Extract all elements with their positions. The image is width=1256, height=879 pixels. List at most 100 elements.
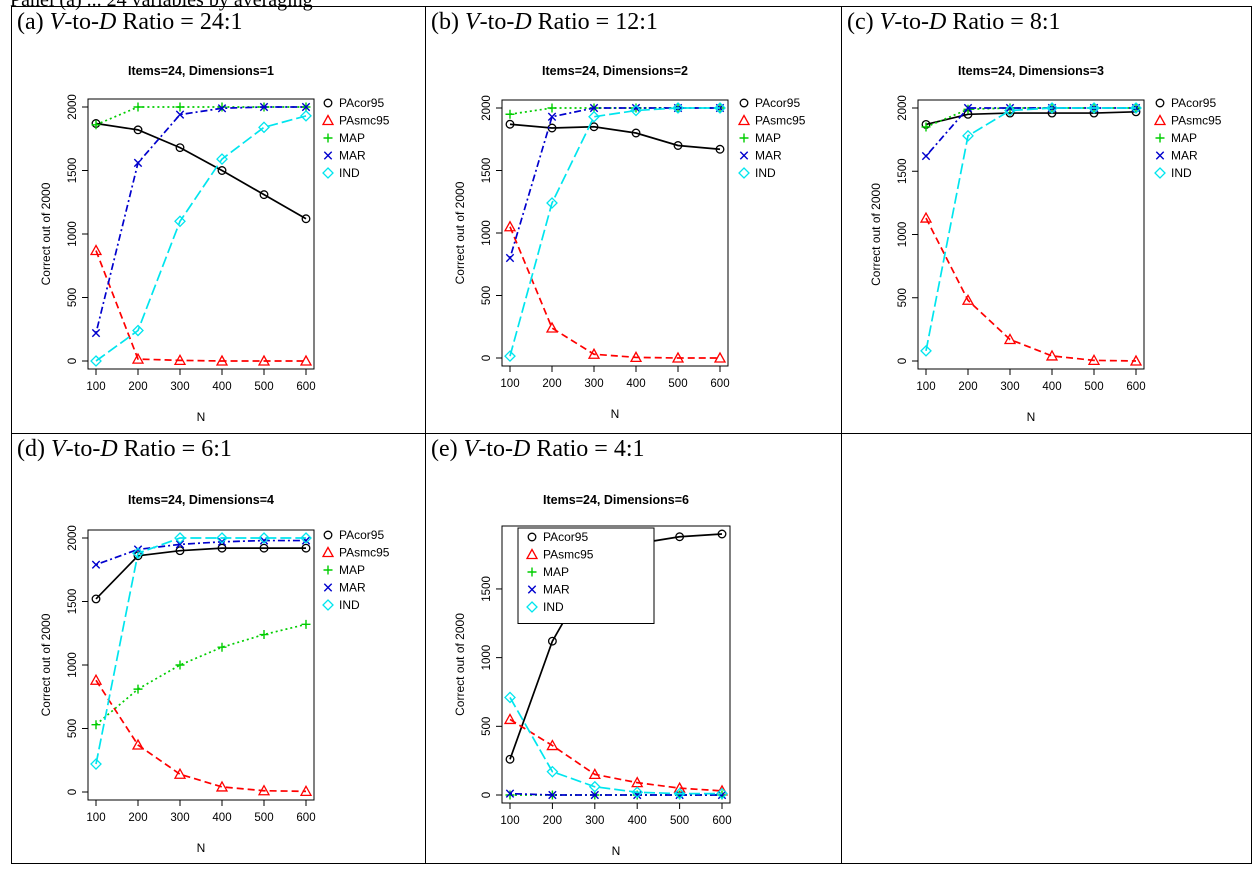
- point-pacor95: [133, 125, 143, 135]
- point-mar: [217, 537, 227, 547]
- point-ind: [132, 547, 144, 560]
- series-ind: [504, 102, 726, 363]
- point-ind: [716, 787, 728, 800]
- legend-label-pasmc95: PAsmc95: [755, 114, 806, 128]
- series-pasmc95: [503, 713, 729, 796]
- point-map: [921, 122, 931, 132]
- point-mar: [675, 790, 684, 800]
- point-ind: [588, 110, 600, 123]
- point-ind: [258, 121, 270, 134]
- point-map: [505, 790, 515, 800]
- point-pasmc95: [713, 351, 727, 363]
- legend-label-pacor95: PAcor95: [339, 96, 384, 110]
- series-ind: [90, 532, 312, 770]
- header-fragment: Panel (a) ... 24 variables by averaging: [10, 0, 313, 11]
- y-axis-label: Correct out of 2000: [869, 183, 883, 286]
- point-map: [91, 720, 101, 730]
- panel-label-c: (c) V-to-D Ratio = 8:1: [847, 9, 1061, 35]
- point-ind: [1130, 102, 1142, 114]
- cell-e: (e) V-to-D Ratio = 4:1 Items=24, Dimensi…: [425, 433, 842, 864]
- legend-marker-pacor95: [323, 98, 333, 108]
- x-tick-label: 400: [626, 378, 645, 390]
- chart-title: Items=24, Dimensions=3: [958, 64, 1104, 78]
- series-line-mar: [95, 539, 306, 566]
- point-ind: [672, 102, 684, 114]
- point-mar: [217, 104, 227, 113]
- point-pasmc95: [1045, 349, 1059, 361]
- point-pasmc95: [1087, 354, 1101, 366]
- legend-marker-map: [323, 565, 333, 575]
- legend-marker-ind: [322, 599, 334, 611]
- point-ind: [1046, 102, 1058, 114]
- y-tick-label: 500: [897, 288, 909, 307]
- point-pacor95: [301, 543, 311, 553]
- legend-label-mar: MAR: [755, 149, 782, 163]
- plot-box: [501, 99, 729, 367]
- series-pacor95: [91, 543, 311, 604]
- point-mar: [175, 540, 185, 549]
- x-tick-label: 400: [628, 815, 647, 827]
- plot-box: [87, 529, 315, 801]
- x-tick-label: 600: [1126, 381, 1145, 393]
- legend: PAcor95 PAsmc95 MAP MAR IND: [737, 96, 806, 180]
- point-ind: [630, 104, 642, 117]
- point-ind: [588, 780, 601, 793]
- x-tick-label: 100: [500, 378, 519, 390]
- legend-label-ind: IND: [339, 598, 360, 612]
- point-pacor95: [133, 551, 143, 561]
- x-tick-label: 100: [916, 381, 935, 393]
- series-line-mar: [925, 107, 1136, 157]
- y-axis-label: Correct out of 2000: [39, 613, 53, 716]
- series-line-pacor95: [925, 110, 1137, 126]
- point-pasmc95: [588, 768, 601, 780]
- x-axis-label: N: [611, 407, 620, 421]
- y-axis-label: Correct out of 2000: [453, 181, 467, 284]
- legend-marker-map: [323, 133, 333, 143]
- series-pasmc95: [89, 244, 313, 366]
- legend-label-map: MAP: [339, 131, 365, 145]
- point-pasmc95: [299, 785, 313, 797]
- y-axis-label: Correct out of 2000: [39, 182, 53, 285]
- y-tick-label: 1000: [481, 220, 493, 246]
- series-line-pasmc95: [95, 250, 306, 362]
- legend-marker-pacor95: [739, 98, 749, 108]
- legend-label-pasmc95: PAsmc95: [339, 114, 390, 128]
- point-map: [133, 684, 143, 694]
- legend-label-ind: IND: [1171, 166, 1192, 180]
- y-tick-label: 2000: [481, 95, 493, 121]
- point-ind: [90, 355, 102, 367]
- point-mar: [301, 102, 311, 112]
- panel-label-e: (e) V-to-D Ratio = 4:1: [431, 436, 645, 462]
- series-mar: [91, 536, 311, 569]
- point-map: [259, 630, 269, 640]
- legend-marker-map: [739, 133, 749, 143]
- x-tick-label: 200: [958, 381, 977, 393]
- series-mar: [505, 103, 725, 263]
- legend-marker-pacor95: [323, 530, 333, 540]
- series-pacor95: [505, 119, 725, 154]
- series-line-pasmc95: [509, 226, 720, 359]
- point-ind: [216, 532, 228, 544]
- point-pacor95: [505, 119, 515, 129]
- panel-label-d: (d) V-to-D Ratio = 6:1: [17, 436, 232, 462]
- point-pasmc95: [1003, 333, 1017, 345]
- x-tick-label: 200: [128, 812, 147, 824]
- y-tick-label: 1000: [67, 221, 79, 247]
- x-tick-label: 600: [710, 378, 729, 390]
- legend-marker-pasmc95: [525, 548, 539, 560]
- point-mar: [548, 790, 557, 800]
- legend-label-mar: MAR: [339, 149, 366, 163]
- legend-marker-pasmc95: [321, 114, 335, 126]
- point-pacor95: [217, 543, 227, 553]
- series-line-ind: [509, 107, 720, 357]
- legend-marker-map: [527, 567, 537, 577]
- legend-label-map: MAP: [755, 131, 781, 145]
- point-ind: [174, 532, 186, 544]
- point-pacor95: [91, 594, 101, 604]
- y-tick-label: 0: [67, 358, 79, 364]
- x-tick-label: 400: [212, 381, 231, 393]
- point-ind: [300, 109, 312, 122]
- x-tick-label: 600: [712, 815, 731, 827]
- point-pasmc95: [257, 354, 271, 366]
- legend-marker-ind: [322, 167, 334, 179]
